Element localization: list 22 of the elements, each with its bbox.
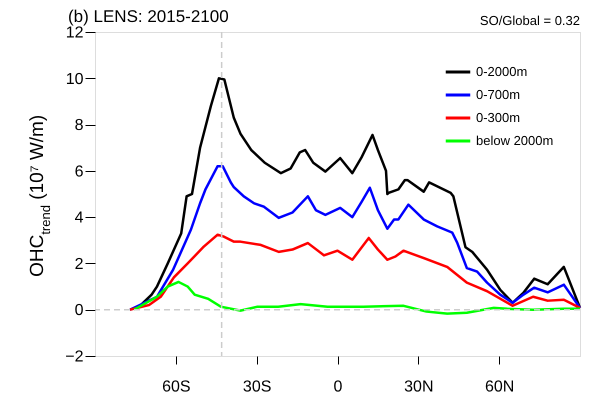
legend-label: 0-700m — [476, 87, 520, 102]
y-tick-label: −2 — [65, 348, 84, 366]
y-tick-label: 4 — [74, 210, 84, 227]
x-tick-label: 30S — [242, 378, 272, 396]
text: SO/Global = 0.32 — [480, 13, 580, 28]
y-tick-label: 0 — [74, 302, 84, 320]
y-tick-label: 10 — [66, 70, 84, 88]
x-tick-label: 30N — [404, 378, 434, 396]
x-tick-label: 0 — [334, 378, 343, 396]
y-tick-label: 2 — [74, 256, 84, 273]
y-axis-title: OHCtrend (10⁷ W/m) — [27, 114, 53, 277]
y-tick-label: 6 — [74, 163, 84, 180]
line-series — [128, 233, 582, 311]
y-tick-label: 8 — [74, 117, 84, 134]
x-tick-label: 60N — [484, 378, 514, 396]
legend-label: 0-300m — [476, 110, 520, 125]
legend-label: 0-2000m — [476, 64, 528, 79]
line-series — [128, 164, 582, 311]
chart-title: (b) LENS: 2015-2100 — [68, 7, 229, 26]
x-tick-label: 60S — [162, 378, 191, 396]
y-tick-label: 12 — [66, 24, 84, 42]
legend-label: below 2000m — [476, 133, 554, 148]
